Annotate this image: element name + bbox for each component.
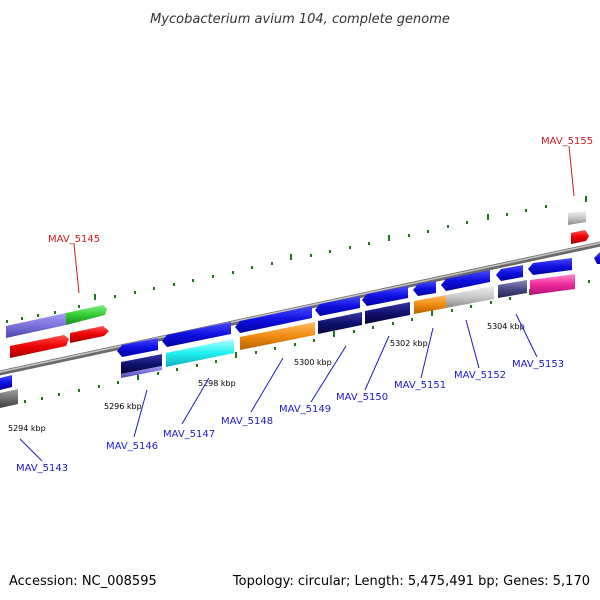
leader-line xyxy=(364,335,390,391)
accession-text: Accession: NC_008595 xyxy=(9,574,157,589)
scale-label: 5294 kbp xyxy=(8,424,46,433)
gene-block-navy[interactable] xyxy=(365,302,410,324)
gene-block-gray[interactable] xyxy=(568,211,586,225)
gene-label-mav-5150[interactable]: MAV_5150 xyxy=(336,392,388,403)
scale-label: 5296 kbp xyxy=(104,402,142,411)
gene-labels: MAV_5145 MAV_5155 MAV_5143 MAV_5146 MAV_… xyxy=(16,136,593,474)
gene-block-green[interactable] xyxy=(66,305,107,325)
gene-arrow-blue[interactable] xyxy=(362,286,408,306)
gene-arrow-blue[interactable] xyxy=(235,306,312,333)
gene-arrow-red[interactable] xyxy=(70,326,109,343)
leader-line xyxy=(515,313,538,358)
scale-label: 5302 kbp xyxy=(390,339,428,348)
leader-line xyxy=(465,319,480,369)
gene-arrow-red[interactable] xyxy=(571,230,589,244)
gene-block-navy[interactable] xyxy=(318,312,362,334)
gene-arrow-blue[interactable] xyxy=(0,375,12,390)
gene-label-mav-5149[interactable]: MAV_5149 xyxy=(279,404,331,415)
gene-block-orange[interactable] xyxy=(414,295,446,314)
scale-label: 5300 kbp xyxy=(294,358,332,367)
leader-line xyxy=(310,345,347,403)
gene-arrow-red[interactable] xyxy=(10,335,69,358)
gene-block-purple[interactable] xyxy=(121,366,162,378)
genome-backbone-highlight xyxy=(0,242,600,373)
gene-block-orange[interactable] xyxy=(240,322,315,350)
label-leaders xyxy=(19,145,575,462)
forward-genes xyxy=(6,211,589,358)
gene-arrow-blue[interactable] xyxy=(528,258,572,275)
gene-arrow-blue[interactable] xyxy=(315,296,360,316)
genome-summary-text: Topology: circular; Length: 5,475,491 bp… xyxy=(232,574,590,589)
forward-tick-track xyxy=(6,196,587,323)
leader-line xyxy=(420,327,434,379)
gene-label-mav-5143[interactable]: MAV_5143 xyxy=(16,463,68,474)
leader-line xyxy=(133,389,148,438)
gene-block-slate[interactable] xyxy=(498,280,527,298)
leader-line xyxy=(19,438,43,462)
reverse-tick-track xyxy=(24,280,590,403)
gene-label-mav-5152[interactable]: MAV_5152 xyxy=(454,370,506,381)
gene-label-mav-5153[interactable]: MAV_5153 xyxy=(512,359,564,370)
gene-label-mav-5147[interactable]: MAV_5147 xyxy=(163,429,215,440)
scale-label: 5304 kbp xyxy=(487,322,525,331)
reverse-genes xyxy=(0,252,600,408)
gene-block-gray[interactable] xyxy=(446,286,494,308)
leader-line xyxy=(181,377,210,425)
gene-block-purple[interactable] xyxy=(6,313,66,338)
leader-line xyxy=(250,357,284,413)
scale-labels: 5294 kbp 5296 kbp 5298 kbp 5300 kbp 5302… xyxy=(8,322,525,433)
gene-arrow-blue[interactable] xyxy=(441,270,490,291)
gene-arrow-blue[interactable] xyxy=(117,338,158,357)
leader-line xyxy=(73,243,80,294)
scale-label: 5298 kbp xyxy=(198,379,236,388)
map-title: Mycobacterium avium 104, complete genome xyxy=(150,12,450,27)
gene-label-mav-5146[interactable]: MAV_5146 xyxy=(106,441,158,452)
gene-label-mav-5151[interactable]: MAV_5151 xyxy=(394,380,446,391)
gene-block-cyan[interactable] xyxy=(166,339,234,367)
gene-block-pink[interactable] xyxy=(530,274,575,295)
gene-arrow-blue[interactable] xyxy=(162,322,231,347)
gene-label-mav-5148[interactable]: MAV_5148 xyxy=(221,416,273,427)
gene-block-navy[interactable] xyxy=(121,354,162,374)
leader-line xyxy=(568,145,575,197)
gene-arrow-blue[interactable] xyxy=(594,252,600,264)
gene-arrow-blue[interactable] xyxy=(496,265,523,281)
gene-label-mav-5145[interactable]: MAV_5145 xyxy=(48,234,100,245)
gene-arrow-blue[interactable] xyxy=(413,281,436,296)
gene-label-mav-5155[interactable]: MAV_5155 xyxy=(541,136,593,147)
gene-block-darkgray[interactable] xyxy=(0,389,18,408)
